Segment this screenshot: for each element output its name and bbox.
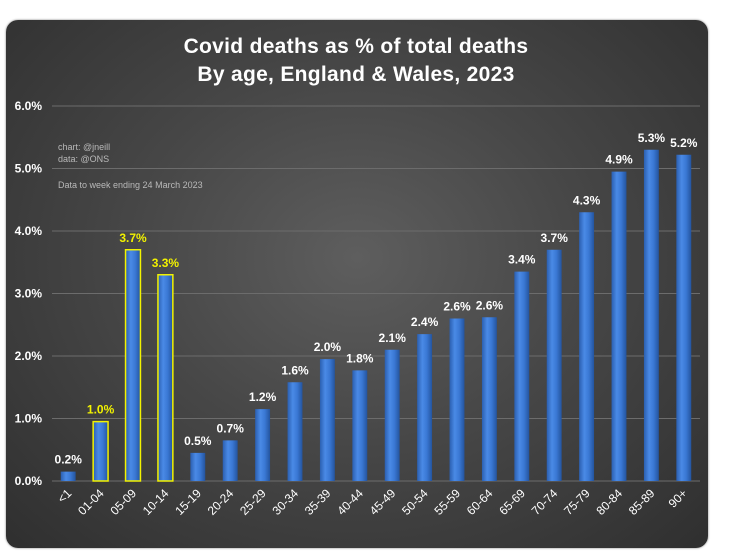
bar-20-24 [222,440,238,481]
bar-01-04 [92,420,109,482]
chart-credit: chart: @jneill [58,142,110,152]
x-tick-label: 05-09 [108,486,140,518]
x-tick-label: 40-44 [334,486,366,518]
data-label: 3.7% [119,231,147,245]
y-tick-label: 2.0% [15,349,43,363]
data-label: 1.6% [281,363,309,377]
data-credit: data: @ONS [58,154,109,164]
bar-55-59 [449,318,465,481]
bar-05-09 [124,249,142,482]
x-tick-label: 50-54 [399,486,431,518]
bar-60-64 [481,317,497,481]
bar-75-79 [579,212,595,481]
data-label: 2.1% [379,331,407,345]
data-label: 1.2% [249,390,277,404]
bar-45-49 [384,349,400,481]
bar-15-19 [190,452,206,481]
x-tick-label: 65-69 [496,486,528,518]
chart-title: Covid deaths as % of total deaths [184,35,529,58]
x-tick-label: <1 [55,486,75,506]
data-label: 2.0% [314,340,342,354]
data-label: 2.6% [476,298,504,312]
data-label: 2.4% [411,315,439,329]
data-label: 0.2% [55,453,83,467]
bar-85-89 [643,149,659,481]
bar-70-74 [546,249,562,481]
y-tick-label: 4.0% [15,224,43,238]
x-tick-label: 30-34 [270,486,302,518]
x-tick-label: 25-29 [237,486,269,518]
bar-65-69 [514,271,530,481]
x-tick-label: 15-19 [172,486,204,518]
y-tick-label: 0.0% [15,474,43,488]
bar-10-14 [157,274,174,482]
data-label: 5.3% [638,131,666,145]
x-tick-label: 10-14 [140,486,172,518]
x-axis-ticks: <1 01-04 05-09 10-14 15-19 20-24 25-29 30-34 35-… [55,486,690,518]
bar-40-44 [352,370,368,481]
x-tick-label: 70-74 [529,486,561,518]
y-tick-label: 5.0% [15,162,43,176]
data-label: 5.2% [670,136,698,150]
data-date-note: Data to week ending 24 March 2023 [58,180,203,190]
data-label: 3.4% [508,253,536,267]
x-tick-label: 55-59 [432,486,464,518]
data-label: 0.5% [184,434,212,448]
bars [60,149,692,482]
data-labels: 0.2% 1.0% 3.7% 3.3% 0.5% 0.7% 1.2% 1.6% 2.0% 1.8%… [55,131,698,467]
x-tick-label: 85-89 [626,486,658,518]
y-tick-label: 1.0% [15,412,43,426]
x-tick-label: 80-84 [594,486,626,518]
x-tick-label: 35-39 [302,486,334,518]
data-label: 3.3% [152,256,180,270]
chart-subtitle: By age, England & Wales, 2023 [197,63,514,86]
data-label: 2.6% [443,300,471,314]
data-label: 3.7% [541,231,569,245]
x-tick-label: 45-49 [367,486,399,518]
y-tick-label: 6.0% [15,99,43,113]
y-tick-label: 3.0% [15,287,43,301]
x-tick-label: 90+ [666,486,690,510]
x-tick-label: 60-64 [464,486,496,518]
x-tick-label: 75-79 [561,486,593,518]
bar-50-54 [417,334,433,481]
bar-<1 [60,471,76,481]
bar-35-39 [319,359,335,481]
data-label: 4.3% [573,193,601,207]
y-axis-ticks: 0.0% 1.0% 2.0% 3.0% 4.0% 5.0% 6.0% [15,99,43,488]
bar-80-84 [611,171,627,481]
grid-lines [52,105,700,482]
x-tick-label: 01-04 [75,486,107,518]
bar-30-34 [287,382,303,481]
data-label: 0.7% [217,421,245,435]
bar-90+ [676,154,692,481]
data-label: 1.8% [346,351,374,365]
data-label: 1.0% [87,403,115,417]
bar-25-29 [255,409,271,481]
x-tick-label: 20-24 [205,486,237,518]
data-label: 4.9% [605,153,633,167]
